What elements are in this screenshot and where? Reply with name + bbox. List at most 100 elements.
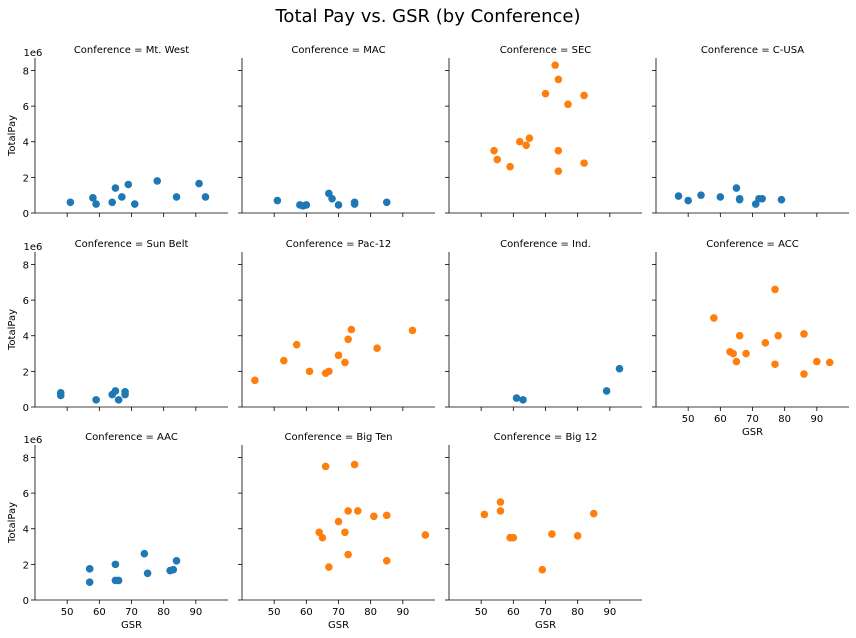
y-tick-label: 0 bbox=[23, 403, 29, 414]
x-tick-label: 70 bbox=[746, 414, 759, 425]
data-point bbox=[85, 578, 94, 586]
data-point bbox=[408, 326, 417, 335]
data-point bbox=[66, 198, 75, 207]
data-point bbox=[554, 146, 563, 155]
data-point bbox=[506, 162, 514, 171]
y-tick-label: 4 bbox=[23, 138, 29, 149]
data-point bbox=[172, 193, 181, 201]
data-point bbox=[347, 325, 356, 334]
data-point bbox=[118, 193, 126, 201]
data-point bbox=[89, 194, 97, 202]
data-point bbox=[480, 510, 489, 519]
x-tick-label: 90 bbox=[810, 414, 823, 425]
data-point bbox=[554, 167, 563, 175]
x-tick-label: 50 bbox=[61, 607, 74, 618]
data-point bbox=[580, 159, 588, 167]
data-point bbox=[143, 569, 152, 578]
data-point bbox=[761, 339, 770, 347]
data-point bbox=[130, 200, 139, 208]
x-tick-label: 90 bbox=[189, 607, 202, 618]
data-point bbox=[732, 357, 741, 366]
x-axis-label: GSR bbox=[328, 620, 349, 631]
y-tick-label: 2 bbox=[23, 367, 29, 378]
data-point bbox=[334, 351, 343, 360]
data-point bbox=[124, 180, 133, 189]
data-point bbox=[382, 198, 391, 207]
data-point bbox=[328, 194, 336, 203]
data-point bbox=[777, 195, 786, 204]
x-tick-label: 50 bbox=[268, 607, 281, 618]
data-point bbox=[321, 462, 330, 471]
y-tick-label: 6 bbox=[23, 489, 29, 500]
data-point bbox=[56, 391, 65, 400]
data-point bbox=[305, 367, 314, 376]
data-point bbox=[551, 61, 559, 69]
data-point bbox=[280, 356, 288, 365]
x-tick-label: 80 bbox=[364, 607, 377, 618]
data-point bbox=[111, 387, 120, 395]
panel-title: Conference = SEC bbox=[500, 45, 592, 56]
x-tick-label: 80 bbox=[778, 414, 791, 425]
data-point bbox=[493, 155, 502, 164]
data-point bbox=[496, 498, 505, 506]
y-tick-label: 8 bbox=[23, 66, 29, 77]
data-point bbox=[710, 314, 718, 322]
data-point bbox=[273, 196, 282, 205]
data-point bbox=[370, 512, 378, 521]
panel-title: Conference = Big Ten bbox=[285, 432, 393, 443]
data-point bbox=[509, 533, 518, 542]
data-point bbox=[350, 200, 359, 208]
data-point bbox=[153, 177, 162, 185]
data-point bbox=[554, 75, 563, 84]
data-point bbox=[354, 507, 362, 515]
data-point bbox=[800, 330, 808, 338]
x-tick-label: 90 bbox=[396, 607, 409, 618]
data-point bbox=[519, 396, 527, 404]
data-point bbox=[548, 530, 556, 538]
data-point bbox=[800, 370, 808, 378]
y-tick-label: 2 bbox=[23, 173, 29, 184]
data-point bbox=[85, 565, 94, 573]
y-tick-label: 8 bbox=[23, 453, 29, 464]
y-tick-label: 0 bbox=[23, 596, 29, 607]
data-point bbox=[334, 201, 343, 209]
data-point bbox=[589, 509, 598, 518]
x-tick-label: 50 bbox=[475, 607, 488, 618]
x-tick-label: 90 bbox=[603, 607, 616, 618]
data-point bbox=[318, 533, 327, 542]
data-point bbox=[302, 201, 311, 209]
y-tick-label: 4 bbox=[23, 525, 29, 536]
panel-title: Conference = ACC bbox=[706, 239, 799, 250]
x-axis-label: GSR bbox=[535, 620, 556, 631]
data-point bbox=[172, 557, 181, 565]
data-point bbox=[732, 184, 741, 192]
y-tick-label: 2 bbox=[23, 560, 29, 571]
x-tick-label: 80 bbox=[571, 607, 584, 618]
panel-title: Conference = Big 12 bbox=[494, 432, 598, 443]
data-point bbox=[421, 531, 430, 539]
x-tick-label: 50 bbox=[682, 414, 695, 425]
data-point bbox=[697, 191, 705, 199]
data-point bbox=[121, 390, 129, 399]
data-point bbox=[350, 460, 359, 469]
data-point bbox=[341, 528, 349, 537]
data-point bbox=[114, 576, 123, 585]
data-point bbox=[92, 200, 100, 208]
data-point bbox=[684, 196, 692, 205]
x-tick-label: 70 bbox=[125, 607, 138, 618]
panel-title: Conference = Mt. West bbox=[74, 45, 189, 56]
data-point bbox=[580, 91, 588, 100]
y-tick-label: 8 bbox=[23, 260, 29, 271]
x-axis-label: GSR bbox=[742, 427, 763, 438]
data-point bbox=[771, 360, 779, 369]
data-point bbox=[325, 367, 333, 376]
data-point bbox=[344, 335, 352, 344]
y-tick-label: 4 bbox=[23, 332, 29, 343]
data-point bbox=[522, 141, 530, 150]
data-point bbox=[729, 349, 737, 358]
data-point bbox=[251, 376, 259, 385]
data-point bbox=[382, 557, 391, 565]
data-point bbox=[674, 192, 683, 200]
data-point bbox=[564, 100, 572, 109]
